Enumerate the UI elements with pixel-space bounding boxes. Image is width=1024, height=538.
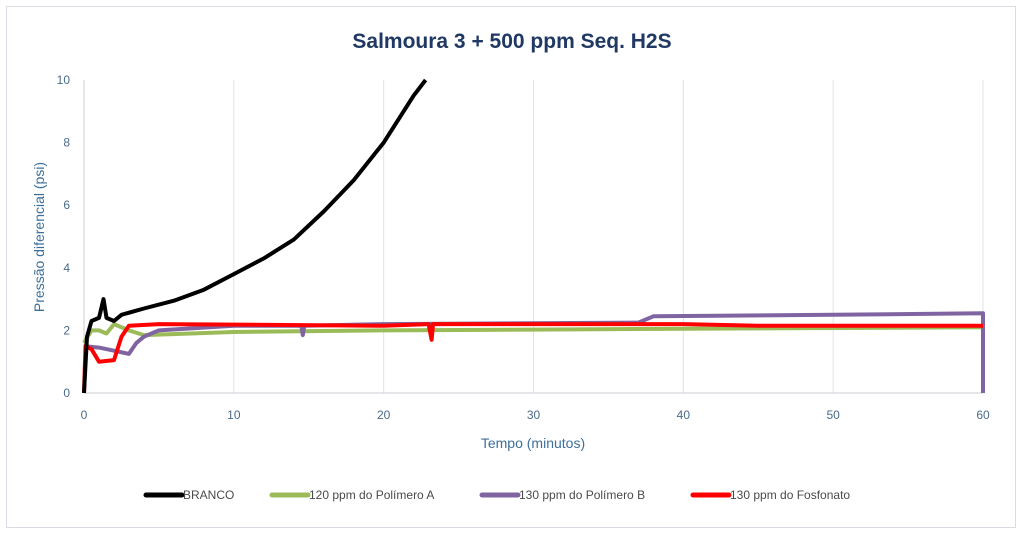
x-tick-label: 40 — [677, 408, 691, 422]
x-tick-label: 30 — [527, 408, 541, 422]
y-tick-label: 4 — [63, 261, 70, 275]
y-tick-label: 2 — [63, 323, 70, 337]
x-axis-label: Tempo (minutos) — [481, 435, 585, 451]
legend-label: 130 ppm do Polímero B — [519, 488, 645, 502]
legend-item: BRANCO — [143, 488, 234, 502]
legend-item: 130 ppm do Fosfonato — [690, 488, 850, 502]
legend-item: 130 ppm do Polímero B — [479, 488, 645, 502]
legend-item: 120 ppm do Polímero A — [269, 488, 434, 502]
legend-label: 120 ppm do Polímero A — [309, 488, 434, 502]
chart-title: Salmoura 3 + 500 ppm Seq. H2S — [352, 30, 671, 53]
x-tick-label: 50 — [826, 408, 840, 422]
series-line-0 — [82, 78, 428, 394]
series-line-3 — [82, 322, 983, 394]
y-tick-label: 10 — [57, 73, 71, 87]
x-tick-label: 10 — [227, 408, 241, 422]
y-axis-label: Pressão diferencial (psi) — [31, 162, 47, 312]
series-line-1 — [82, 322, 984, 344]
y-tick-label: 8 — [63, 136, 70, 150]
legend-label: BRANCO — [183, 488, 234, 502]
y-tick-label: 6 — [63, 198, 70, 212]
legend-label: 130 ppm do Fosfonato — [730, 488, 850, 502]
y-tick-label: 0 — [63, 386, 70, 400]
x-tick-label: 60 — [976, 408, 990, 422]
legend: BRANCO 120 ppm do Polímero A 130 ppm do Po… — [143, 488, 850, 502]
chart-border — [6, 6, 1016, 528]
x-tick-label: 20 — [377, 408, 391, 422]
x-tick-label: 0 — [81, 408, 88, 422]
